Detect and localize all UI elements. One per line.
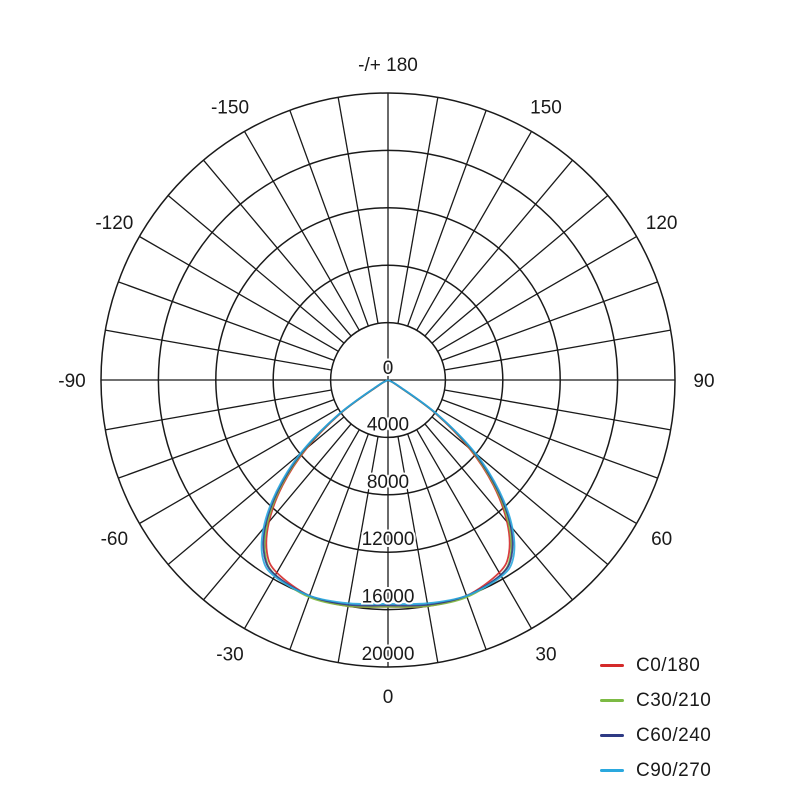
radial-tick-label: 12000 bbox=[362, 529, 415, 550]
radial-tick-label: 8000 bbox=[367, 472, 409, 493]
legend-swatch bbox=[600, 769, 624, 772]
angle-label: 120 bbox=[646, 213, 678, 234]
angle-label: -120 bbox=[95, 213, 133, 234]
legend-label: C30/210 bbox=[636, 689, 712, 711]
angle-label: -60 bbox=[101, 529, 128, 550]
angle-label: -90 bbox=[58, 371, 85, 392]
angle-label: 90 bbox=[693, 371, 714, 392]
grid-spoke bbox=[397, 436, 439, 663]
grid-spoke bbox=[397, 97, 439, 324]
grid-spoke bbox=[407, 110, 487, 327]
grid-spoke bbox=[441, 281, 658, 361]
radial-tick-label: 20000 bbox=[362, 644, 415, 665]
legend-item-c30: C30/210 bbox=[600, 683, 711, 718]
grid-spoke bbox=[167, 416, 345, 565]
legend: C0/180 C30/210 C60/240 C90/270 bbox=[600, 648, 711, 788]
legend-swatch bbox=[600, 699, 624, 702]
radial-tick-label: 4000 bbox=[367, 414, 409, 435]
grid-spoke bbox=[203, 159, 352, 337]
angle-label: -150 bbox=[211, 97, 249, 118]
grid-spoke bbox=[289, 433, 369, 650]
grid-spoke bbox=[139, 408, 339, 525]
grid-spoke bbox=[118, 399, 335, 479]
grid-spoke bbox=[441, 399, 658, 479]
grid-spoke bbox=[337, 436, 379, 663]
angle-label: 30 bbox=[535, 645, 556, 666]
angle-label: 60 bbox=[651, 529, 672, 550]
legend-label: C90/270 bbox=[636, 759, 712, 781]
grid-spoke bbox=[407, 433, 487, 650]
legend-swatch bbox=[600, 734, 624, 737]
grid-spoke bbox=[289, 110, 369, 327]
grid-spoke bbox=[243, 131, 360, 331]
grid-spoke bbox=[437, 408, 637, 525]
grid-spoke bbox=[243, 429, 360, 629]
legend-label: C60/240 bbox=[636, 724, 712, 746]
radial-tick-label: 0 bbox=[383, 358, 394, 379]
angle-label: -30 bbox=[216, 645, 243, 666]
angle-label: 150 bbox=[530, 97, 562, 118]
grid-spoke bbox=[118, 281, 335, 361]
series-curve-c90-270 bbox=[260, 379, 516, 605]
grid-spoke bbox=[416, 131, 533, 331]
grid-spoke bbox=[431, 416, 609, 565]
legend-swatch bbox=[600, 664, 624, 667]
grid-spoke bbox=[424, 423, 573, 601]
angle-label: -/+ 180 bbox=[358, 55, 418, 76]
grid-spoke bbox=[437, 235, 637, 352]
legend-item-c60: C60/240 bbox=[600, 718, 711, 753]
grid-spoke bbox=[444, 389, 671, 431]
grid-spoke bbox=[167, 195, 345, 344]
grid-spoke bbox=[424, 159, 573, 337]
grid-spoke bbox=[431, 195, 609, 344]
radial-tick-label: 16000 bbox=[362, 587, 415, 608]
angle-label: 0 bbox=[383, 687, 394, 708]
legend-item-c0: C0/180 bbox=[600, 648, 711, 683]
legend-label: C0/180 bbox=[636, 654, 701, 676]
grid-spoke bbox=[444, 329, 671, 371]
grid-spoke bbox=[105, 329, 332, 371]
grid-spoke bbox=[105, 389, 332, 431]
grid-spoke bbox=[416, 429, 533, 629]
legend-item-c90: C90/270 bbox=[600, 753, 711, 788]
grid-spoke bbox=[203, 423, 352, 601]
grid-spoke bbox=[337, 97, 379, 324]
grid-spoke bbox=[139, 235, 339, 352]
